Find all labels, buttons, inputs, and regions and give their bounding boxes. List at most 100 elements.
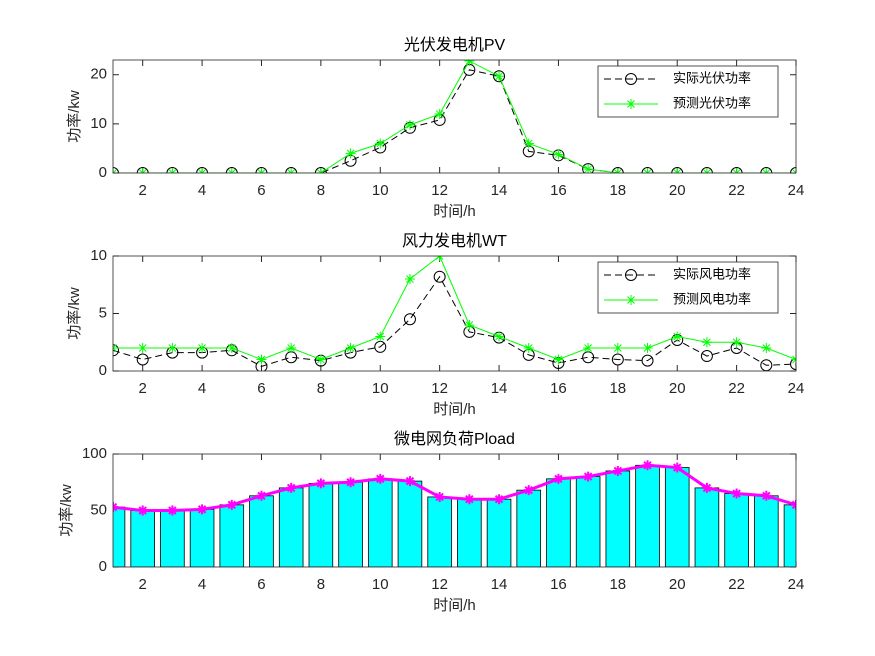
marker bbox=[315, 354, 326, 365]
marker bbox=[730, 167, 743, 173]
marker bbox=[761, 490, 772, 501]
x-tick-label: 16 bbox=[550, 576, 567, 593]
marker bbox=[375, 138, 386, 149]
marker bbox=[433, 270, 446, 283]
y-axis-label: 功率/kw bbox=[66, 287, 83, 340]
chart-title: 微电网负荷Pload bbox=[394, 430, 515, 448]
x-tick-label: 4 bbox=[198, 182, 206, 199]
marker bbox=[286, 482, 297, 493]
x-tick-label: 18 bbox=[609, 182, 626, 199]
x-tick-label: 12 bbox=[431, 182, 448, 199]
legend-label: 实际光伏功率 bbox=[673, 70, 751, 85]
y-tick-label: 100 bbox=[82, 445, 107, 462]
marker bbox=[315, 478, 326, 489]
marker bbox=[672, 462, 683, 473]
marker bbox=[701, 337, 712, 348]
x-tick-label: 14 bbox=[491, 576, 508, 593]
marker bbox=[731, 337, 742, 348]
bar bbox=[754, 495, 779, 567]
plot-area bbox=[113, 460, 796, 567]
marker bbox=[225, 167, 238, 173]
x-tick-label: 18 bbox=[609, 380, 626, 397]
series-line bbox=[113, 69, 796, 173]
y-axis-label: 功率/kw bbox=[66, 90, 83, 143]
marker bbox=[403, 313, 416, 326]
legend-marker bbox=[626, 99, 636, 109]
marker bbox=[760, 167, 773, 173]
marker bbox=[285, 167, 298, 173]
marker bbox=[523, 343, 534, 353]
x-tick-label: 8 bbox=[317, 182, 325, 199]
marker bbox=[523, 485, 534, 496]
bar bbox=[308, 482, 334, 567]
y-tick-label: 20 bbox=[90, 66, 107, 83]
marker bbox=[641, 167, 654, 173]
x-tick-label: 6 bbox=[257, 576, 265, 593]
marker bbox=[197, 504, 208, 515]
legend-marker bbox=[625, 269, 637, 281]
marker bbox=[553, 149, 564, 160]
bar bbox=[189, 508, 215, 567]
x-tick-label: 10 bbox=[372, 182, 389, 199]
marker bbox=[434, 109, 445, 120]
bar bbox=[783, 504, 796, 567]
bar bbox=[694, 487, 720, 567]
axes-box bbox=[112, 59, 797, 174]
chart-title: 风力发电机WT bbox=[402, 232, 507, 250]
axes-box bbox=[112, 255, 797, 372]
marker bbox=[404, 274, 415, 284]
marker bbox=[404, 119, 415, 130]
marker bbox=[345, 477, 356, 488]
marker bbox=[761, 343, 772, 353]
bar bbox=[397, 480, 423, 567]
y-tick-label: 10 bbox=[90, 115, 107, 132]
plot-area bbox=[113, 256, 796, 371]
bar bbox=[219, 504, 245, 567]
marker bbox=[375, 473, 386, 484]
marker bbox=[701, 482, 712, 493]
bar bbox=[635, 464, 660, 567]
bar bbox=[427, 496, 452, 567]
marker bbox=[434, 491, 445, 502]
bar bbox=[605, 470, 631, 567]
x-tick-label: 2 bbox=[139, 182, 147, 199]
bar bbox=[664, 467, 690, 567]
x-tick-label: 4 bbox=[198, 380, 206, 397]
x-tick-label: 12 bbox=[431, 576, 448, 593]
bar bbox=[575, 476, 601, 567]
marker bbox=[464, 320, 475, 330]
x-tick-label: 14 bbox=[491, 380, 508, 397]
x-tick-label: 22 bbox=[728, 380, 745, 397]
y-tick-label: 50 bbox=[90, 501, 107, 518]
series-line bbox=[113, 275, 796, 367]
marker bbox=[137, 343, 148, 353]
x-tick-label: 2 bbox=[139, 380, 147, 397]
x-tick-label: 16 bbox=[550, 182, 567, 199]
x-tick-label: 6 bbox=[257, 380, 265, 397]
marker bbox=[494, 494, 505, 505]
marker bbox=[553, 354, 564, 365]
marker bbox=[642, 460, 653, 471]
x-tick-label: 24 bbox=[788, 182, 805, 199]
x-tick-label: 22 bbox=[728, 576, 745, 593]
marker bbox=[641, 354, 654, 367]
y-tick-label: 10 bbox=[90, 247, 107, 264]
marker bbox=[583, 164, 594, 173]
marker bbox=[167, 505, 178, 516]
bar bbox=[130, 510, 155, 567]
x-tick-label: 4 bbox=[198, 576, 206, 593]
marker bbox=[136, 353, 149, 366]
marker bbox=[583, 471, 594, 482]
bar bbox=[278, 487, 304, 567]
y-axis-label: 功率/kw bbox=[58, 484, 75, 537]
plot-area bbox=[113, 60, 796, 173]
y-tick-label: 5 bbox=[99, 304, 107, 321]
x-tick-label: 6 bbox=[257, 182, 265, 199]
y-tick-label: 0 bbox=[99, 362, 107, 379]
marker bbox=[582, 163, 595, 173]
bar bbox=[249, 495, 274, 567]
